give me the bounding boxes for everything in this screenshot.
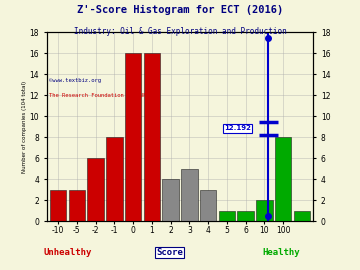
Bar — [50, 190, 66, 221]
Bar — [162, 179, 179, 221]
Bar — [256, 200, 273, 221]
Y-axis label: Number of companies (104 total): Number of companies (104 total) — [22, 81, 27, 173]
Bar — [181, 169, 198, 221]
Text: 12.192: 12.192 — [224, 126, 251, 131]
Text: Z'-Score Histogram for ECT (2016): Z'-Score Histogram for ECT (2016) — [77, 5, 283, 15]
Text: Score: Score — [156, 248, 183, 257]
Text: The Research Foundation of SUNY: The Research Foundation of SUNY — [49, 93, 150, 98]
Text: Industry: Oil & Gas Exploration and Production: Industry: Oil & Gas Exploration and Prod… — [74, 27, 286, 36]
Bar — [68, 190, 85, 221]
Text: Unhealthy: Unhealthy — [44, 248, 92, 257]
Bar — [87, 158, 104, 221]
Bar — [106, 137, 123, 221]
Bar — [144, 53, 160, 221]
Bar — [219, 211, 235, 221]
Bar — [275, 137, 292, 221]
Text: ©www.textbiz.org: ©www.textbiz.org — [49, 78, 102, 83]
Bar — [200, 190, 216, 221]
Bar — [294, 211, 310, 221]
Bar — [237, 211, 254, 221]
Bar — [125, 53, 141, 221]
Text: Healthy: Healthy — [262, 248, 300, 257]
